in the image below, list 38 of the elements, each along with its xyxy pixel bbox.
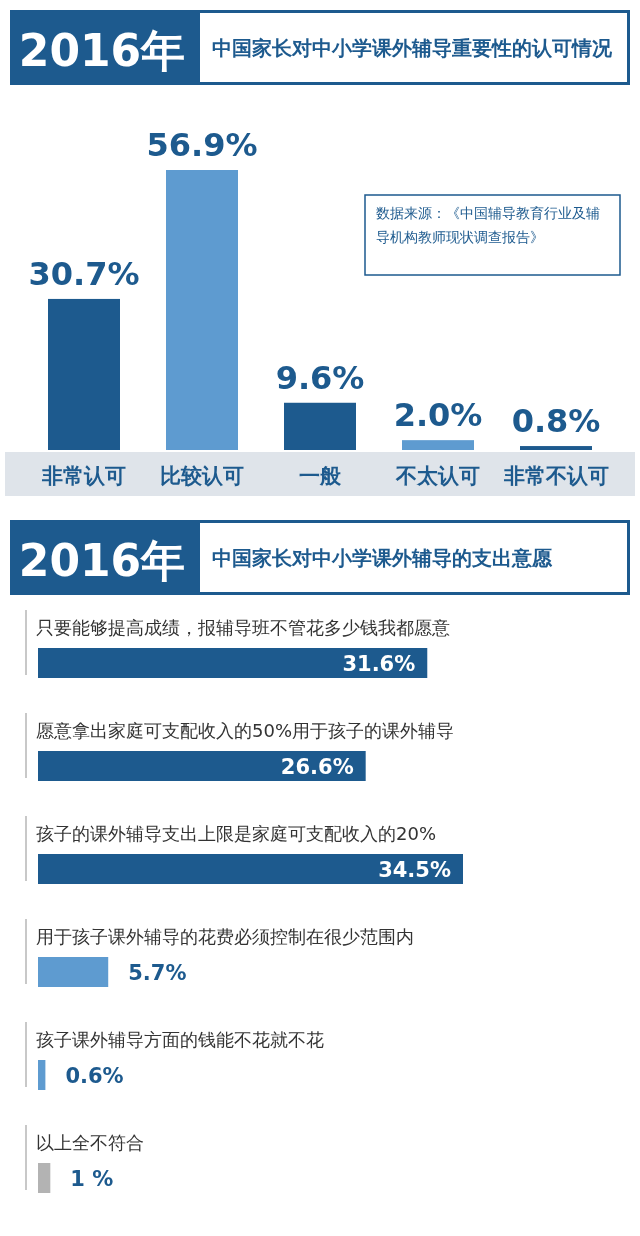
y-tick-label: 只要能够提高成绩，报辅导班不管花多少钱我都愿意	[36, 617, 450, 638]
x-tick-label: 比较认可	[160, 464, 244, 488]
bar	[38, 1060, 46, 1090]
x-tick-label: 非常认可	[41, 464, 126, 488]
data-label: 56.9%	[146, 126, 258, 164]
chart-title: 2016年	[18, 535, 186, 586]
data-label: 0.8%	[511, 402, 601, 441]
bar	[48, 298, 120, 450]
data-label: 2.0%	[393, 396, 483, 435]
y-tick-label: 以上全不符合	[36, 1132, 144, 1153]
bar	[402, 440, 474, 450]
bar	[38, 854, 463, 884]
y-tick-label: 用于孩子课外辅导的花费必须控制在很少范围内	[36, 926, 414, 947]
bar	[38, 751, 366, 781]
bar	[38, 1163, 51, 1193]
data-label: 5.7%	[128, 961, 187, 985]
x-tick-label: 一般	[299, 464, 342, 488]
data-label: 0.6%	[65, 1064, 124, 1088]
bar	[284, 402, 356, 450]
y-tick-label: 孩子课外辅导方面的钱能不花就不花	[36, 1029, 324, 1050]
y-tick-label: 孩子的课外辅导支出上限是家庭可支配收入的20%	[36, 823, 437, 844]
x-tick-label: 非常不认可	[502, 464, 609, 488]
chart-title: 2016年	[18, 25, 186, 76]
annotation: 数据来源：《中国辅导教育行业及辅导机构教师现状调查报告》	[376, 205, 600, 245]
data-label: 26.6%	[280, 755, 354, 779]
bar	[520, 446, 592, 450]
chart-subtitle: 中国家长对中小学课外辅导的支出意愿	[212, 546, 553, 570]
data-label: 31.6%	[342, 652, 416, 676]
data-label: 34.5%	[378, 858, 451, 882]
data-label: 9.6%	[275, 358, 365, 397]
bar	[38, 957, 109, 987]
bar	[166, 170, 238, 450]
bar	[38, 648, 428, 678]
chart-subtitle: 中国家长对中小学课外辅导重要性的认可情况	[212, 36, 613, 60]
data-label: 1 %	[70, 1167, 114, 1191]
data-label: 30.7%	[28, 254, 140, 293]
y-tick-label: 愿意拿出家庭可支配收入的50%用于孩子的课外辅导	[36, 720, 455, 741]
x-tick-label: 不太认可	[395, 464, 480, 488]
